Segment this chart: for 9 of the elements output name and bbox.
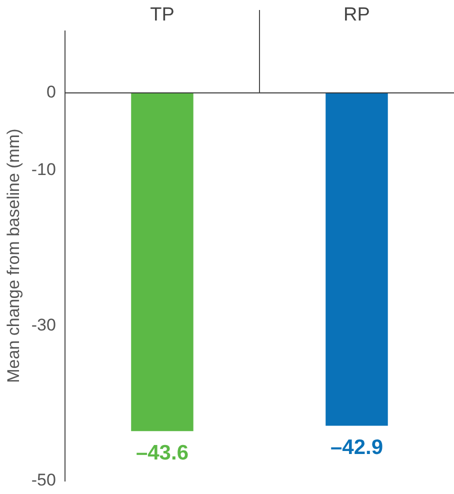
y-tick-label: -30 [31, 315, 56, 334]
data-label: –43.6 [136, 441, 189, 464]
x-tick-label: RP [344, 4, 370, 26]
y-tick-label: -10 [31, 160, 56, 180]
x-tick-label: TP [150, 4, 174, 26]
y-axis-title: Mean change from baseline (mm) [4, 128, 23, 383]
y-tick-label: 0 [46, 82, 56, 102]
y-tick-label: -50 [31, 470, 56, 490]
data-label: –42.9 [330, 436, 384, 460]
